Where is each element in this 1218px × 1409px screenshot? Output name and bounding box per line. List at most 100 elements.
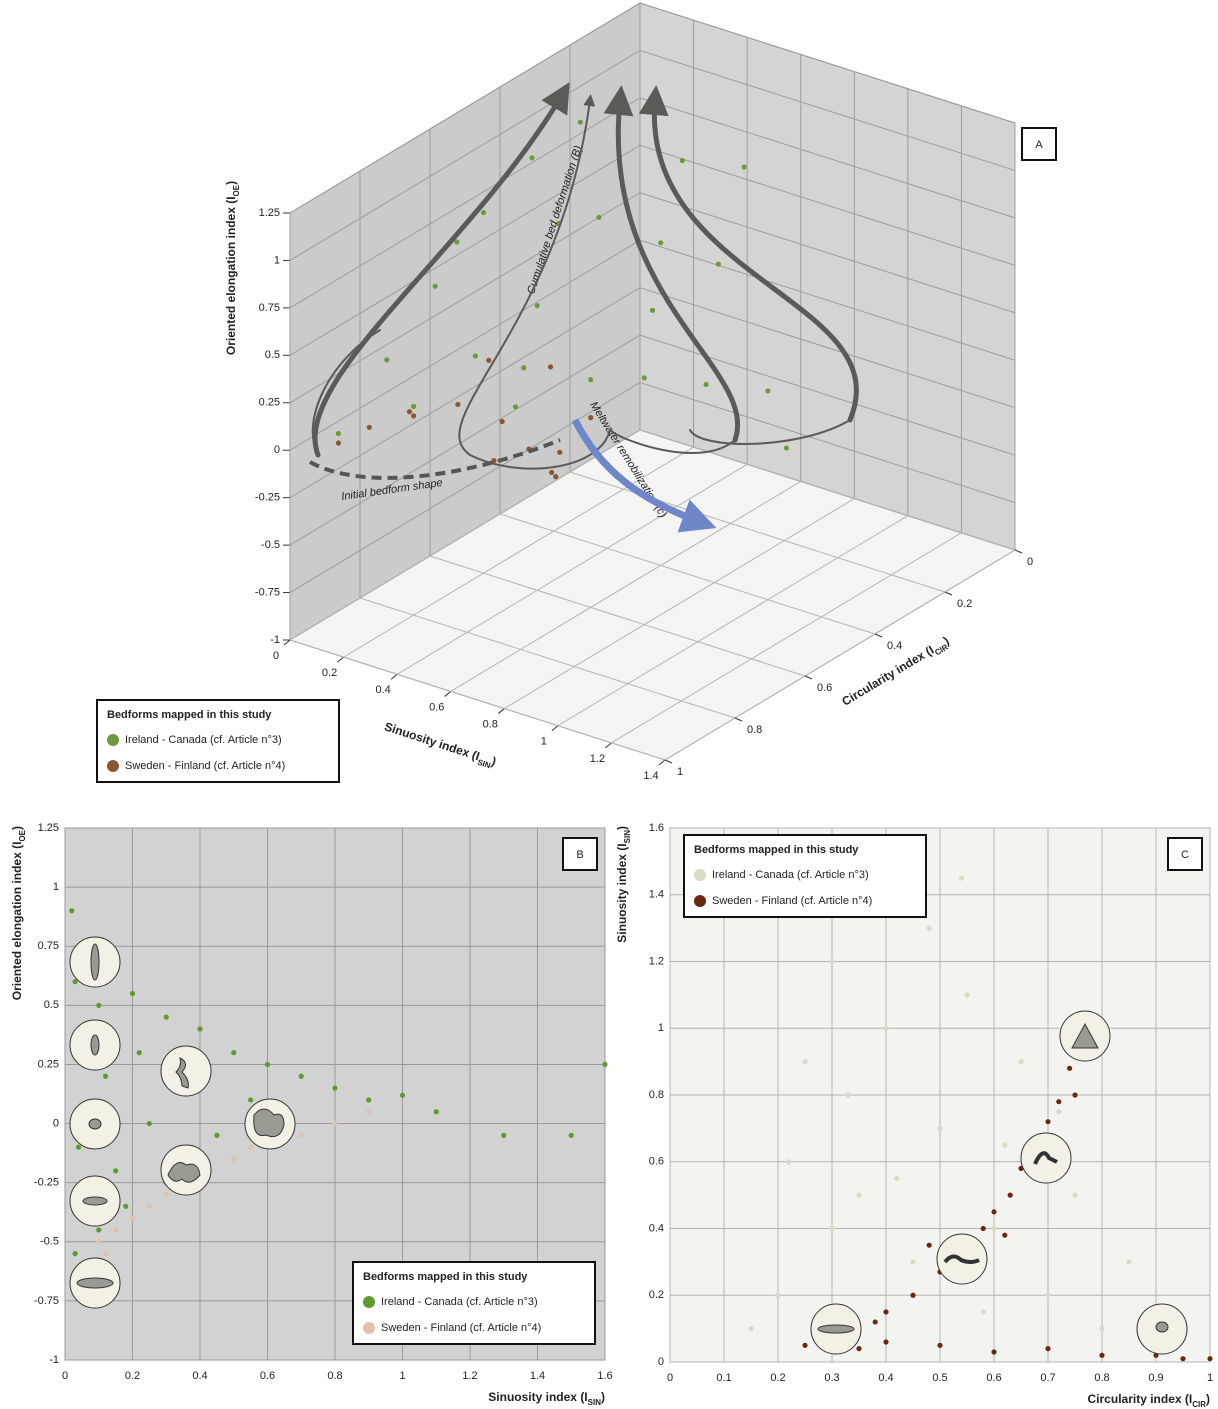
x-tick-label: 0.5 [932, 1372, 947, 1384]
panel-label-box [1021, 127, 1057, 161]
data-point [298, 1073, 304, 1079]
x-tick [605, 742, 612, 749]
data-point [577, 119, 583, 125]
z-tick-label: -0.5 [261, 539, 280, 551]
data-point [248, 1144, 254, 1150]
data-point [783, 445, 790, 451]
data-point [991, 1349, 997, 1355]
data-point [658, 240, 664, 246]
data-point [480, 209, 487, 216]
z-tick-label: 0.75 [259, 302, 280, 314]
legend-entry: Sweden - Finland (cf. Article n°4) [381, 1322, 541, 1334]
data-point [775, 1292, 781, 1298]
grid-line [664, 549, 1016, 761]
data-point [748, 1326, 754, 1332]
y-tick-label: -0.25 [34, 1177, 59, 1189]
data-point [641, 375, 647, 381]
data-point [406, 409, 413, 415]
grid-line [639, 97, 1016, 219]
x-tick-label: 1.4 [530, 1370, 545, 1382]
data-point [298, 1132, 304, 1138]
y-tick-label: 1.6 [649, 822, 664, 834]
y-tick-label: 1.4 [649, 889, 664, 901]
data-point [113, 1227, 119, 1233]
data-point [715, 261, 721, 267]
legend-marker [363, 1322, 375, 1334]
grid-line [289, 334, 641, 546]
grid-line [639, 382, 1016, 504]
data-point [521, 365, 527, 371]
x-tick [551, 725, 559, 732]
data-point [96, 1239, 102, 1245]
grid-line [289, 287, 641, 499]
legend-box [683, 834, 927, 918]
data-point [96, 1002, 102, 1008]
data-point [136, 1050, 142, 1056]
data-point [926, 925, 932, 931]
y-tick-label: 0.4 [887, 640, 902, 652]
axis-label-part: ) [1206, 1392, 1210, 1406]
axis-label-part: Oriented elongation index (I [10, 842, 24, 1001]
axis-label: Sinuosity index (ISIN) [615, 826, 631, 943]
axis-label-part: ) [615, 826, 629, 830]
data-point [499, 418, 505, 425]
y-tick-label: 1.2 [649, 955, 664, 967]
x-tick-label: 1.6 [597, 1370, 612, 1382]
data-point [96, 1227, 102, 1233]
data-point [883, 1025, 889, 1031]
data-point [1056, 1099, 1062, 1105]
y-tick-label: 1 [658, 1022, 664, 1034]
data-point [102, 1073, 109, 1079]
data-point [991, 1225, 997, 1232]
z-tick-label: 0.25 [259, 397, 280, 409]
grid-line [639, 429, 1016, 551]
y-tick-label: 0.8 [649, 1089, 664, 1101]
legend-marker [694, 869, 706, 881]
x-tick-label: 0 [667, 1372, 673, 1384]
process-arrows [309, 82, 859, 533]
grid-line [639, 287, 1016, 409]
data-point [231, 1156, 237, 1162]
legend-marker [107, 760, 119, 772]
data-point [248, 1097, 254, 1103]
data-point [399, 1092, 406, 1098]
grid-line [289, 97, 641, 309]
x-tick [390, 673, 398, 680]
data-point [455, 401, 461, 408]
y-tick-label: 0.25 [38, 1058, 59, 1070]
legend-marker [694, 895, 706, 907]
grid-line [569, 471, 946, 593]
data-point [1067, 1065, 1073, 1071]
data-point [649, 307, 656, 313]
data-point [1007, 1192, 1013, 1198]
x-tick-label: 1 [399, 1370, 405, 1382]
grid-line [639, 239, 1016, 361]
z-tick-label: 1 [274, 254, 280, 266]
data-point [549, 469, 555, 476]
data-point [1207, 1356, 1213, 1362]
axis-label-part: ) [490, 754, 498, 769]
legend-box [352, 1261, 596, 1345]
data-point [602, 1061, 608, 1068]
grid-line [557, 515, 909, 727]
panel-label: C [1181, 849, 1189, 861]
data-point [214, 1132, 220, 1138]
data-point [332, 1085, 338, 1091]
data-point [163, 1014, 169, 1020]
y-tick-label: 1 [53, 881, 59, 893]
data-point [910, 1292, 916, 1298]
grid-line [289, 639, 666, 761]
data-point [856, 1346, 862, 1352]
grid-line [289, 144, 641, 356]
panel-b: 0 0.2 0.4 0.6 0.8 1 1.2 1.4 1.6 -1 -0.75 -0.5 -0.25 0… [10, 822, 612, 1407]
y-tick-label: -0.75 [34, 1295, 59, 1307]
panel-label-box [1167, 837, 1203, 871]
data-point [937, 1125, 943, 1131]
x-tick-label: 0.2 [770, 1372, 785, 1384]
y-tick-label: 0.5 [44, 999, 59, 1011]
data-point [1045, 1119, 1051, 1125]
panel-label: A [1035, 139, 1043, 151]
data-point [129, 1215, 136, 1221]
data-point [72, 979, 78, 985]
grid-line [289, 239, 641, 451]
